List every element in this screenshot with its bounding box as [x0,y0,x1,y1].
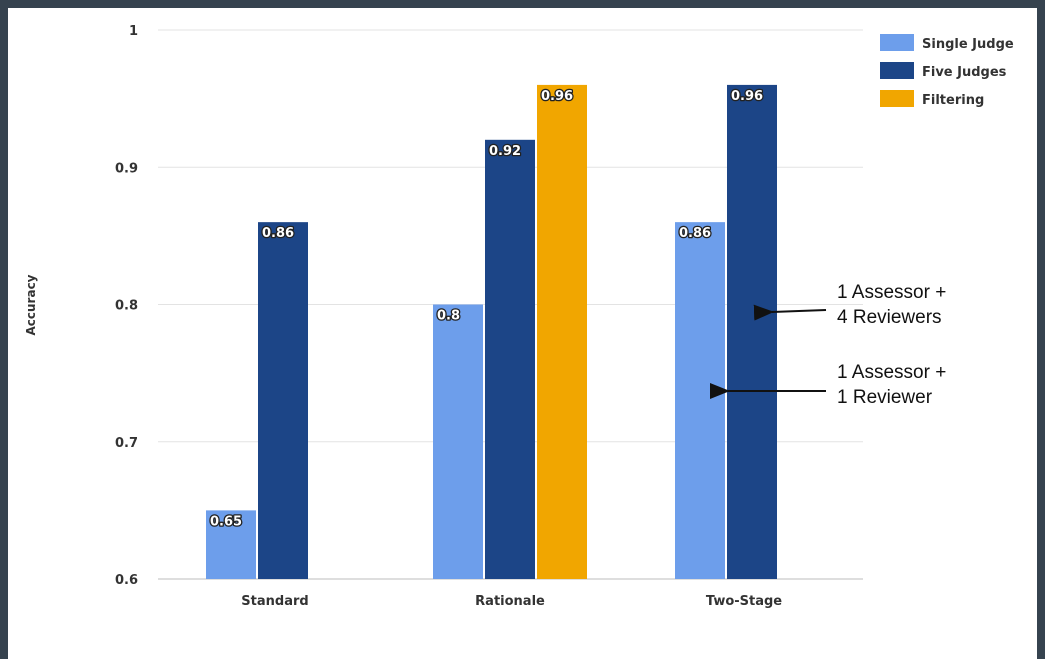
data-label: 0.86 [679,226,711,241]
bar-standard-five-judges [258,222,308,579]
annotation-text: 1 Assessor + [837,362,946,383]
data-label: 0.96 [731,89,763,104]
legend-label: Single Judge [922,37,1014,52]
bar-rationale-single-judge [433,304,483,579]
data-label: 0.92 [489,144,521,159]
legend-swatch [880,90,914,107]
bar-two-stage-five-judges [727,84,777,580]
data-label: 0.86 [262,226,294,241]
legend-swatch [880,62,914,79]
bars [206,84,777,580]
chart-panel: 0.6 0.7 0.8 0.9 1 0.65 0.86 0.8 0.92 0.96 0.86 0.9… [8,8,1037,659]
y-axis-title: Accuracy [24,274,38,335]
bar-rationale-five-judges [485,139,535,580]
annotation-text: 4 Reviewers [837,307,942,328]
x-category-label: Rationale [475,594,545,609]
x-category-label: Standard [241,594,308,609]
annotations: 1 Assessor + 4 Reviewers 1 Assessor + 1 Rev… [710,282,946,408]
legend: Single Judge Five Judges Filtering [880,34,1014,108]
annotation-text: 1 Assessor + [837,282,946,303]
bar-two-stage-single-judge [675,222,725,579]
y-tick-label: 0.8 [115,299,138,314]
legend-label: Filtering [922,93,984,108]
y-tick-label: 0.7 [115,436,138,451]
data-label: 0.65 [210,514,242,529]
annotation-arrow [753,304,827,321]
data-label: 0.96 [541,89,573,104]
bar-chart: 0.6 0.7 0.8 0.9 1 0.65 0.86 0.8 0.92 0.96 0.86 0.9… [24,24,1014,609]
data-label: 0.8 [437,309,460,324]
y-axis-ticks: 0.6 0.7 0.8 0.9 1 [115,24,138,588]
bar-standard-single-judge [206,510,256,579]
x-axis-categories: Standard Rationale Two-Stage [241,594,782,609]
x-category-label: Two-Stage [706,594,782,609]
y-tick-label: 1 [129,24,138,39]
data-labels: 0.65 0.86 0.8 0.92 0.96 0.86 0.96 [209,88,765,531]
legend-label: Five Judges [922,65,1007,80]
legend-swatch [880,34,914,51]
y-tick-label: 0.9 [115,161,138,176]
annotation-text: 1 Reviewer [837,387,933,408]
y-tick-label: 0.6 [115,573,138,588]
bar-rationale-filtering [537,84,587,580]
